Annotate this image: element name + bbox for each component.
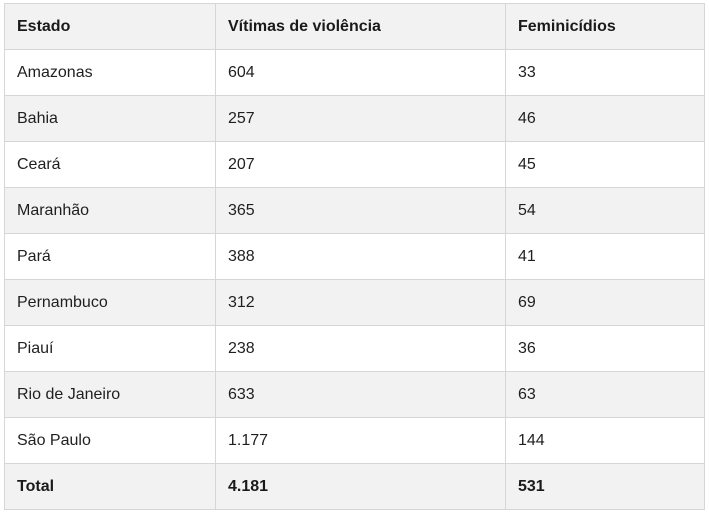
total-label: Total [4, 463, 216, 510]
cell-feminicidios: 45 [505, 141, 705, 188]
total-row: Total 4.181 531 [4, 463, 705, 510]
table-row: Rio de Janeiro 633 63 [4, 371, 705, 418]
table-row: São Paulo 1.177 144 [4, 417, 705, 464]
cell-feminicidios: 69 [505, 279, 705, 326]
cell-feminicidios: 33 [505, 49, 705, 96]
cell-estado: Piauí [4, 325, 216, 372]
cell-estado: Amazonas [4, 49, 216, 96]
cell-estado: Rio de Janeiro [4, 371, 216, 418]
cell-feminicidios: 54 [505, 187, 705, 234]
cell-estado: Ceará [4, 141, 216, 188]
cell-vitimas: 388 [215, 233, 506, 280]
cell-vitimas: 207 [215, 141, 506, 188]
total-vitimas: 4.181 [215, 463, 506, 510]
cell-feminicidios: 63 [505, 371, 705, 418]
table-row: Ceará 207 45 [4, 141, 705, 188]
header-estado: Estado [4, 3, 216, 50]
cell-vitimas: 257 [215, 95, 506, 142]
cell-vitimas: 604 [215, 49, 506, 96]
cell-vitimas: 365 [215, 187, 506, 234]
data-table-container: Estado Vítimas de violência Feminicídios… [4, 3, 705, 510]
cell-estado: São Paulo [4, 417, 216, 464]
cell-feminicidios: 41 [505, 233, 705, 280]
cell-estado: Maranhão [4, 187, 216, 234]
cell-vitimas: 238 [215, 325, 506, 372]
cell-vitimas: 312 [215, 279, 506, 326]
header-vitimas-de-violencia: Vítimas de violência [215, 3, 506, 50]
cell-estado: Pernambuco [4, 279, 216, 326]
table-row: Maranhão 365 54 [4, 187, 705, 234]
table-row: Bahia 257 46 [4, 95, 705, 142]
cell-feminicidios: 144 [505, 417, 705, 464]
cell-vitimas: 1.177 [215, 417, 506, 464]
table-row: Pará 388 41 [4, 233, 705, 280]
header-row: Estado Vítimas de violência Feminicídios [4, 3, 705, 50]
header-feminicidios: Feminicídios [505, 3, 705, 50]
cell-vitimas: 633 [215, 371, 506, 418]
table-row: Amazonas 604 33 [4, 49, 705, 96]
cell-estado: Bahia [4, 95, 216, 142]
cell-feminicidios: 36 [505, 325, 705, 372]
data-table: Estado Vítimas de violência Feminicídios… [4, 3, 705, 510]
total-feminicidios: 531 [505, 463, 705, 510]
cell-estado: Pará [4, 233, 216, 280]
table-row: Piauí 238 36 [4, 325, 705, 372]
cell-feminicidios: 46 [505, 95, 705, 142]
table-row: Pernambuco 312 69 [4, 279, 705, 326]
